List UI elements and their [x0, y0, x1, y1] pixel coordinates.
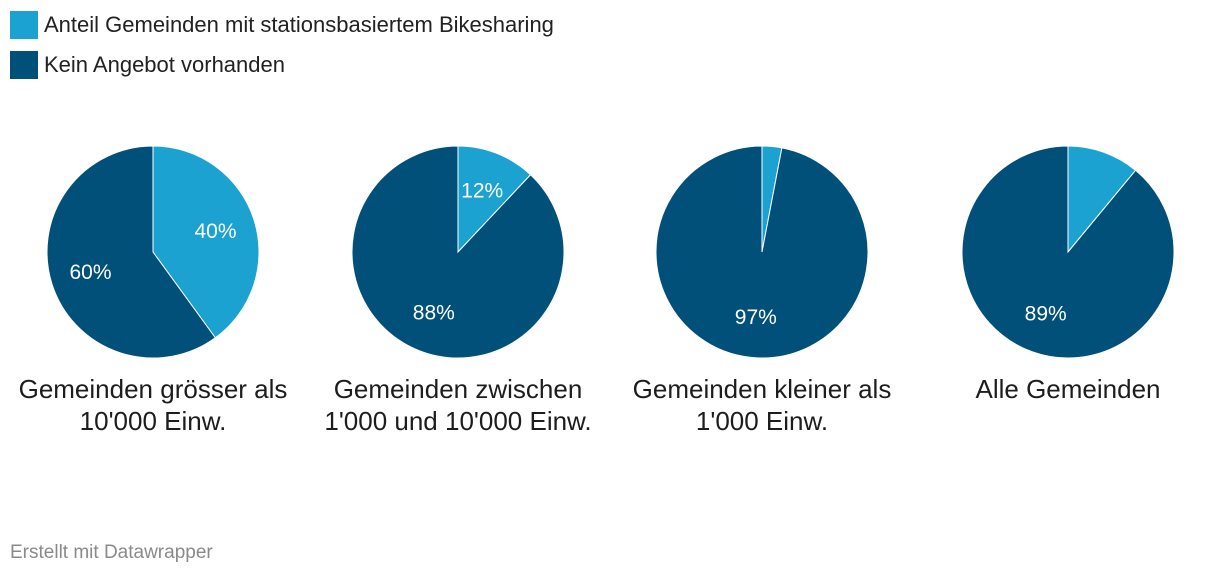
pie-chart-alle: 89% Alle Gemeinden — [918, 145, 1218, 405]
legend-label-bikesharing: Anteil Gemeinden mit stationsbasiertem B… — [44, 12, 554, 37]
pie-svg-alle: 89% — [961, 145, 1175, 359]
pie-label-gross-bikesharing: 40% — [194, 220, 236, 243]
pie-slice-gross-bikesharing — [152, 145, 260, 339]
footer-credit: Erstellt mit Datawrapper — [10, 542, 213, 563]
pie-label-gross-kein-angebot: 60% — [69, 261, 111, 284]
pie-slice-mittel-kein-angebot — [351, 145, 565, 359]
legend-swatch-bikesharing — [10, 11, 38, 39]
pie-slice-mittel-bikesharing — [457, 145, 532, 254]
pie-label-mittel-bikesharing: 12% — [461, 179, 503, 202]
legend-label-kein-angebot: Kein Angebot vorhanden — [44, 52, 285, 77]
pie-slice-klein-kein-angebot — [655, 145, 869, 359]
pie-slice-alle-bikesharing — [1067, 145, 1137, 254]
legend-swatch-kein-angebot — [10, 51, 38, 79]
pie-chart-klein: 97% Gemeinden kleiner als 1'000 Einw. — [612, 145, 912, 437]
legend-item-kein-angebot: Kein Angebot vorhanden — [10, 50, 554, 80]
pie-svg-mittel: 12% 88% — [351, 145, 565, 359]
pie-svg-gross: 40% 60% — [46, 145, 260, 359]
legend: Anteil Gemeinden mit stationsbasiertem B… — [10, 10, 554, 90]
pie-title-gross: Gemeinden grösser als 10'000 Einw. — [18, 374, 288, 436]
pie-slice-alle-kein-angebot — [961, 145, 1175, 359]
pie-chart-gross: 40% 60% Gemeinden grösser als 10'000 Einw… — [3, 145, 303, 437]
pie-label-mittel-kein-angebot: 88% — [413, 302, 455, 325]
pie-label-klein-kein-angebot: 97% — [735, 306, 777, 329]
legend-item-bikesharing: Anteil Gemeinden mit stationsbasiertem B… — [10, 10, 554, 40]
pie-svg-klein: 97% — [655, 145, 869, 359]
pie-title-mittel: Gemeinden zwischen 1'000 und 10'000 Einw… — [324, 374, 592, 436]
pie-label-alle-kein-angebot: 89% — [1025, 302, 1067, 325]
pie-chart-mittel: 12% 88% Gemeinden zwischen 1'000 und 10'0… — [308, 145, 608, 437]
pie-title-alle: Alle Gemeinden — [975, 374, 1161, 404]
pie-slice-gross-kein-angebot — [46, 145, 217, 359]
pie-title-klein: Gemeinden kleiner als 1'000 Einw. — [632, 374, 892, 436]
